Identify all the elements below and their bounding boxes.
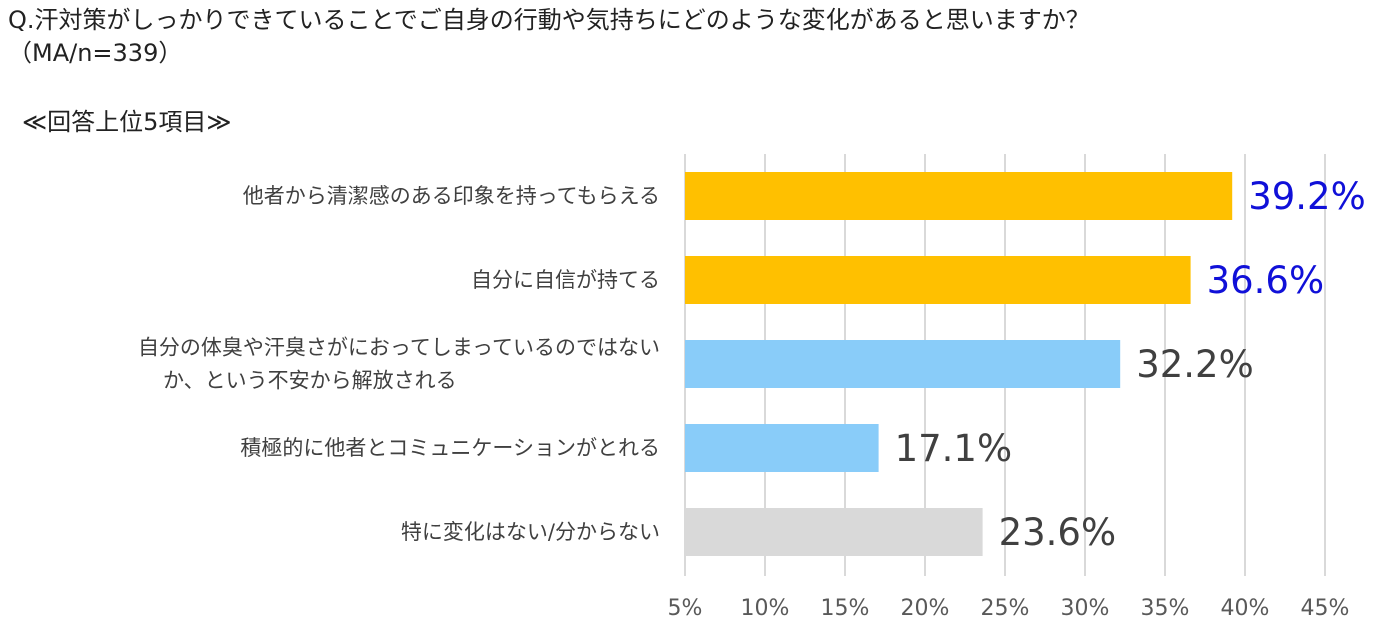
x-tick-label: 25% (981, 596, 1030, 621)
value-label: 32.2% (1136, 343, 1254, 386)
x-tick-label: 15% (821, 596, 870, 621)
bar (685, 508, 983, 556)
category-label: 自分の体臭や汗臭さがにおってしまっているのではない (138, 336, 660, 360)
category-label: 自分に自信が持てる (471, 268, 660, 292)
category-labels: 他者から清潔感のある印象を持ってもらえる自分に自信が持てる自分の体臭や汗臭さがに… (138, 184, 660, 544)
category-label: 特に変化はない/分からない (401, 520, 660, 544)
value-label: 23.6% (999, 511, 1117, 554)
x-tick-label: 10% (741, 596, 790, 621)
bar (685, 424, 879, 472)
x-tick-label: 45% (1301, 596, 1350, 621)
x-tick-label: 20% (901, 596, 950, 621)
question-line-1: Q.汗対策がしっかりできていることでご自身の行動や気持ちにどのような変化があると… (8, 6, 1090, 34)
category-label: 他者から清潔感のある印象を持ってもらえる (243, 184, 660, 208)
category-label: 積極的に他者とコミュニケーションがとれる (240, 436, 660, 460)
x-tick-label: 40% (1221, 596, 1270, 621)
category-label: か、という不安から解放される (163, 369, 457, 393)
bar (685, 172, 1233, 220)
bars (685, 172, 1233, 556)
bar (685, 256, 1191, 304)
value-label: 36.6% (1207, 259, 1325, 302)
question-line-2: （MA/n=339） (8, 39, 183, 67)
x-tick-label: 5% (668, 596, 703, 621)
x-tick-label: 35% (1141, 596, 1190, 621)
x-tick-label: 30% (1061, 596, 1110, 621)
bar (685, 340, 1121, 388)
value-labels: 39.2% 36.6% 32.2% 17.1% 23.6% (895, 175, 1366, 554)
x-axis-tick-labels: 5% 10% 15% 20% 25% 30% 35% 40% 45% (668, 596, 1350, 621)
question-title: Q.汗対策がしっかりできていることでご自身の行動や気持ちにどのような変化があると… (8, 4, 1090, 70)
value-label: 39.2% (1248, 175, 1366, 218)
value-label: 17.1% (895, 427, 1013, 470)
chart-subtitle: ≪回答上位5項目≫ (22, 108, 232, 136)
